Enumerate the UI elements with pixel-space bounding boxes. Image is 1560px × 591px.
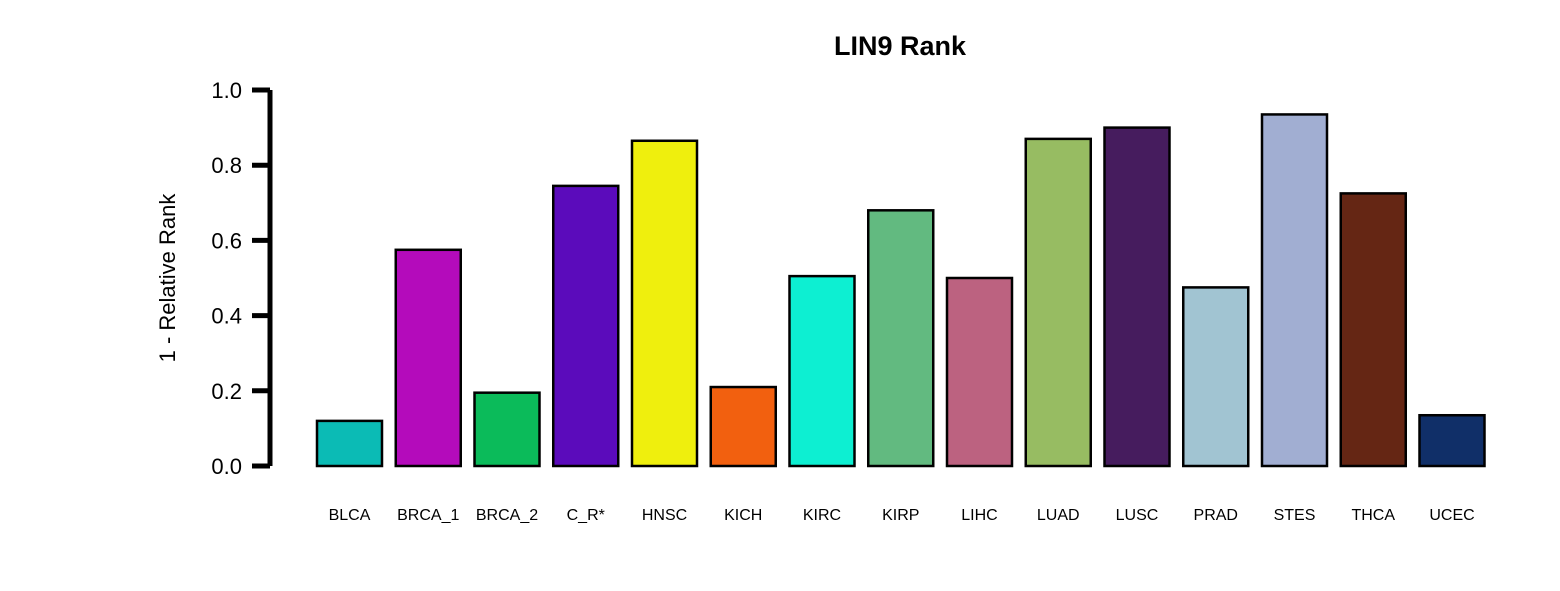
x-tick-label: LUAD: [1037, 507, 1080, 524]
y-axis-label: 1 - Relative Rank: [155, 193, 180, 363]
x-tick-label: BLCA: [329, 507, 371, 524]
bar-stes: [1260, 113, 1329, 468]
x-tick-label: HNSC: [642, 507, 687, 524]
bars-group: [315, 113, 1486, 468]
x-tick-label: C_R*: [567, 507, 605, 524]
bar-c-r: [552, 184, 620, 468]
y-tick-label: 0.6: [211, 228, 242, 253]
x-tick-label: PRAD: [1194, 507, 1238, 524]
bar-kirp: [867, 209, 935, 468]
x-tick-label: LUSC: [1116, 507, 1159, 524]
bar-brca-2: [473, 391, 541, 468]
chart-title: LIN9 Rank: [834, 31, 967, 61]
y-tick-label: 1.0: [211, 78, 242, 103]
bar-lihc: [945, 276, 1014, 468]
bar-prad: [1182, 286, 1250, 468]
x-tick-label: KIRP: [882, 507, 919, 524]
x-tick-label: KICH: [724, 507, 762, 524]
y-tick-label: 0.8: [211, 153, 242, 178]
x-tick-label: KIRC: [803, 507, 841, 524]
bar-kirc: [788, 274, 856, 468]
y-axis: 0.0 0.2 0.4 0.6 0.8 1.0: [211, 78, 273, 479]
x-tick-label: BRCA_1: [397, 507, 459, 524]
y-tick-label: 0.0: [211, 454, 242, 479]
bar-brca-1: [394, 248, 462, 468]
bar-blca: [315, 419, 384, 468]
x-tick-label: STES: [1274, 507, 1316, 524]
x-tick-labels: BLCA BRCA_1 BRCA_2 C_R* HNSC KICH KIRC KIRP LIHC…: [329, 507, 1475, 524]
bar-lusc: [1103, 126, 1171, 468]
bar-ucec: [1418, 413, 1486, 468]
bar-kich: [709, 385, 777, 468]
bar-luad: [1024, 137, 1092, 468]
y-tick-label: 0.4: [211, 304, 242, 329]
bar-thca: [1339, 192, 1407, 468]
x-tick-label: BRCA_2: [476, 507, 538, 524]
y-tick-label: 0.2: [211, 379, 242, 404]
bar-hnsc: [630, 139, 699, 468]
x-tick-label: THCA: [1351, 507, 1395, 524]
x-tick-label: LIHC: [961, 507, 997, 524]
x-tick-label: UCEC: [1429, 507, 1474, 524]
